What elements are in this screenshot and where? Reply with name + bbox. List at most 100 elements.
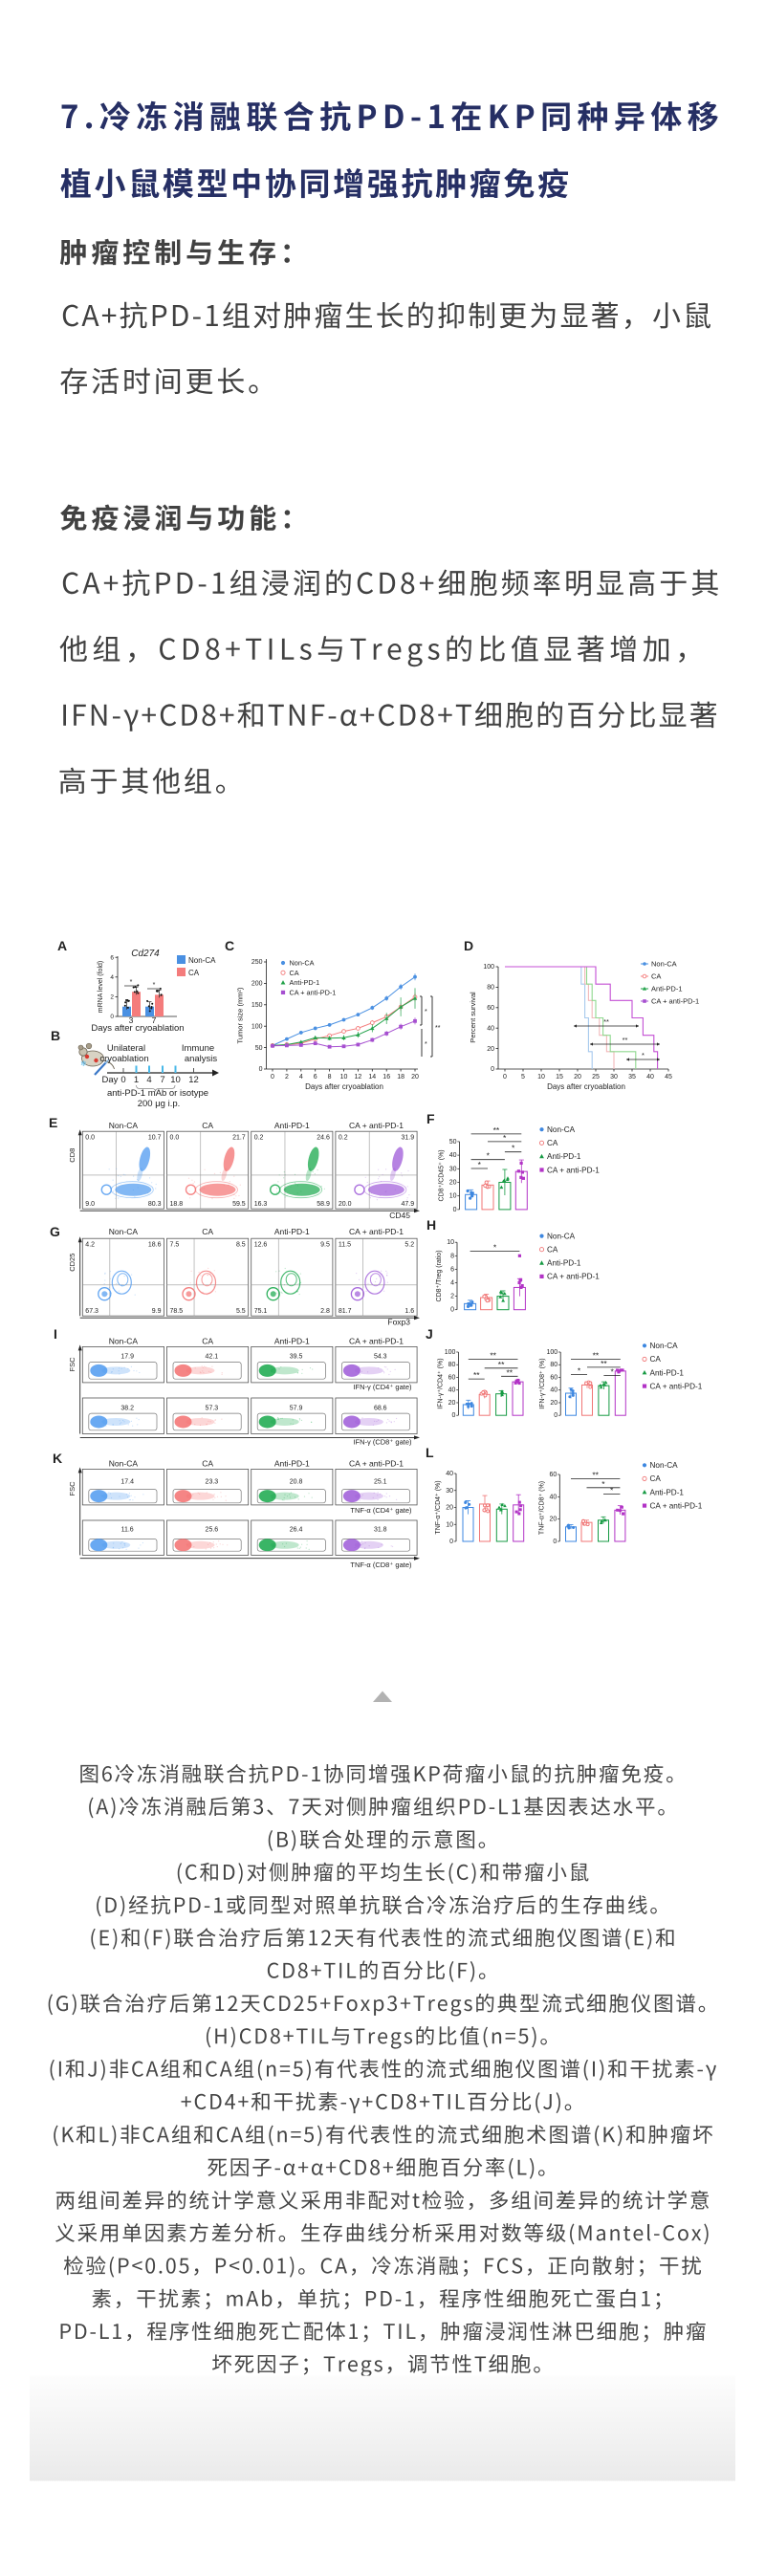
svg-text:CA: CA: [651, 972, 661, 981]
svg-text:IFN-γ (CD8⁺ gate): IFN-γ (CD8⁺ gate): [353, 1437, 412, 1446]
svg-text:20: 20: [574, 1074, 581, 1081]
svg-text:Non-CA: Non-CA: [651, 960, 677, 969]
svg-text:0.0: 0.0: [85, 1135, 95, 1142]
svg-text:6: 6: [450, 1266, 454, 1273]
svg-text:0: 0: [554, 1412, 557, 1419]
svg-text:10: 10: [537, 1074, 545, 1081]
svg-text:Percent survival: Percent survival: [469, 992, 477, 1043]
svg-text:IFN-γ⁺/CD8⁺ (%): IFN-γ⁺/CD8⁺ (%): [539, 1358, 546, 1408]
svg-text:20: 20: [487, 1046, 494, 1053]
svg-text:57.3: 57.3: [206, 1405, 219, 1411]
svg-text:20: 20: [449, 1180, 457, 1187]
svg-text:Non-CA: Non-CA: [109, 1227, 139, 1236]
svg-text:B: B: [51, 1028, 60, 1043]
svg-text:**: **: [473, 1370, 480, 1380]
svg-text:Days after cryoablation: Days after cryoablation: [91, 1023, 184, 1034]
svg-text:31.9: 31.9: [401, 1135, 414, 1142]
svg-text:18.6: 18.6: [148, 1242, 162, 1249]
svg-text:*: *: [610, 1485, 614, 1495]
svg-text:60: 60: [448, 1374, 456, 1381]
svg-text:8.5: 8.5: [236, 1242, 246, 1249]
svg-text:0: 0: [451, 1412, 455, 1419]
svg-text:CD45: CD45: [389, 1211, 410, 1220]
svg-text:L: L: [426, 1445, 434, 1460]
svg-text:67.3: 67.3: [85, 1308, 98, 1315]
svg-text:20: 20: [448, 1400, 456, 1407]
svg-text:100: 100: [251, 1023, 263, 1030]
svg-text:25: 25: [592, 1074, 600, 1081]
svg-text:26.4: 26.4: [290, 1526, 303, 1533]
svg-text:Non-CA: Non-CA: [547, 1125, 576, 1134]
svg-text:30: 30: [610, 1074, 618, 1081]
svg-text:5.2: 5.2: [404, 1242, 414, 1249]
svg-text:20: 20: [411, 1074, 419, 1081]
svg-text:80.3: 80.3: [148, 1201, 162, 1208]
svg-text:Anti-PD-1: Anti-PD-1: [274, 1227, 310, 1236]
svg-text:**: **: [593, 1350, 600, 1360]
svg-text:25.1: 25.1: [374, 1478, 387, 1485]
svg-text:**: **: [623, 1036, 628, 1044]
svg-text:Non-CA: Non-CA: [650, 1461, 679, 1470]
svg-text:100: 100: [547, 1349, 558, 1356]
svg-text:Anti-PD-1: Anti-PD-1: [650, 1368, 685, 1377]
svg-text:18.8: 18.8: [170, 1201, 184, 1208]
svg-text:0: 0: [503, 1074, 507, 1081]
svg-text:30: 30: [446, 1488, 453, 1495]
svg-text:H: H: [426, 1217, 436, 1233]
svg-text:24.6: 24.6: [317, 1135, 330, 1142]
svg-text:1: 1: [134, 1075, 139, 1085]
svg-text:CD8⁺/Treg (ratio): CD8⁺/Treg (ratio): [436, 1250, 443, 1301]
svg-text:45: 45: [665, 1074, 672, 1081]
svg-text:80: 80: [448, 1362, 456, 1368]
svg-text:**: **: [603, 1017, 609, 1026]
svg-text:*: *: [425, 1041, 427, 1048]
svg-text:mRNA level (fold): mRNA level (fold): [98, 961, 104, 1013]
svg-text:58.9: 58.9: [317, 1201, 330, 1208]
svg-text:*: *: [130, 979, 133, 986]
svg-text:**: **: [498, 1360, 505, 1369]
svg-text:K: K: [53, 1451, 62, 1466]
svg-text:**: **: [506, 1367, 513, 1377]
svg-text:CA: CA: [547, 1246, 558, 1255]
svg-text:*: *: [153, 982, 156, 989]
svg-text:cryoablation: cryoablation: [99, 1054, 148, 1064]
svg-text:CA: CA: [547, 1139, 558, 1147]
svg-text:100: 100: [445, 1349, 456, 1356]
svg-text:39.5: 39.5: [290, 1354, 303, 1361]
svg-text:0: 0: [553, 1539, 557, 1545]
svg-text:CD8: CD8: [68, 1148, 76, 1163]
svg-text:35: 35: [628, 1074, 636, 1081]
svg-text:21.7: 21.7: [232, 1135, 246, 1142]
svg-text:Non-CA: Non-CA: [109, 1121, 139, 1130]
svg-text:CA: CA: [290, 969, 299, 977]
svg-text:10: 10: [449, 1193, 457, 1200]
svg-text:Unilateral: Unilateral: [107, 1043, 145, 1054]
svg-text:CA + anti-PD-1: CA + anti-PD-1: [547, 1273, 600, 1281]
svg-text:CA + anti-PD-1: CA + anti-PD-1: [651, 997, 699, 1006]
svg-text:7: 7: [152, 1015, 157, 1025]
svg-text:150: 150: [251, 1002, 263, 1009]
svg-text:Days after cryoablation: Days after cryoablation: [547, 1082, 625, 1091]
svg-text:CA: CA: [202, 1227, 213, 1236]
svg-text:2: 2: [285, 1074, 289, 1081]
svg-text:4: 4: [146, 1075, 151, 1085]
svg-text:**: **: [490, 1350, 496, 1360]
svg-text:A: A: [57, 938, 67, 953]
svg-text:**: **: [435, 1025, 441, 1032]
svg-text:8: 8: [328, 1074, 332, 1081]
svg-text:CA + anti-PD-1: CA + anti-PD-1: [547, 1166, 600, 1174]
svg-text:*: *: [487, 1151, 491, 1161]
svg-text:Anti-PD-1: Anti-PD-1: [651, 985, 683, 993]
svg-text:*: *: [578, 1365, 581, 1375]
svg-text:3: 3: [129, 1015, 134, 1025]
svg-text:Non-CA: Non-CA: [547, 1232, 576, 1240]
svg-text:TNF-α⁺/CD4⁺ (%): TNF-α⁺/CD4⁺ (%): [435, 1480, 442, 1534]
svg-text:Anti-PD-1: Anti-PD-1: [274, 1459, 310, 1469]
svg-text:0.0: 0.0: [170, 1135, 180, 1142]
svg-text:CA + anti-PD-1: CA + anti-PD-1: [650, 1382, 703, 1390]
svg-text:CA + anti-PD-1: CA + anti-PD-1: [349, 1121, 404, 1130]
svg-text:FSC: FSC: [68, 1357, 76, 1372]
svg-text:0: 0: [491, 1066, 494, 1073]
svg-text:2.8: 2.8: [320, 1308, 330, 1315]
svg-text:anti-PD-1 mAb or isotype: anti-PD-1 mAb or isotype: [107, 1088, 208, 1099]
